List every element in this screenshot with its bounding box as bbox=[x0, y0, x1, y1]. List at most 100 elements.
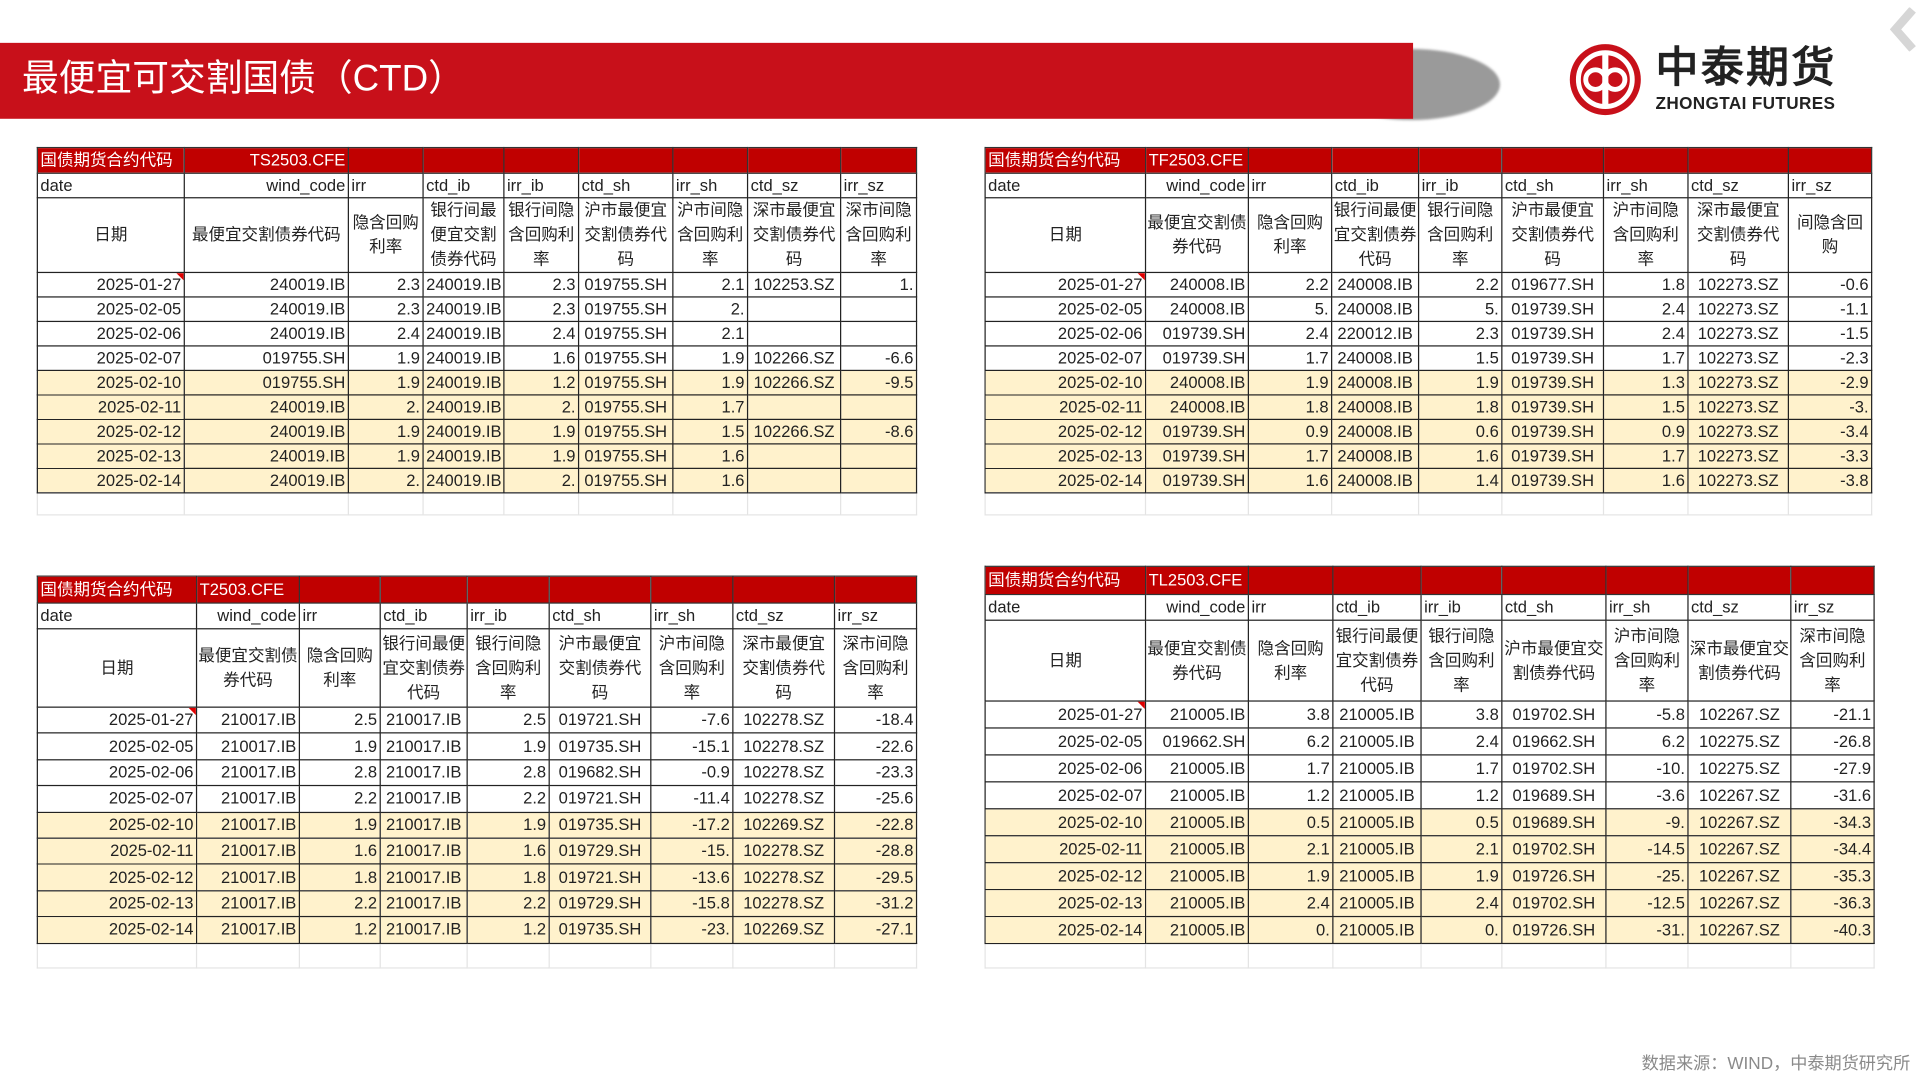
empty-cell bbox=[672, 492, 749, 516]
irr-cell: 2.1 bbox=[1420, 835, 1503, 864]
cell-value: 210005.IB bbox=[1339, 731, 1415, 751]
irr-cell: -26.8 bbox=[1790, 727, 1875, 756]
cell-value: -5.8 bbox=[1656, 704, 1685, 724]
cell-value: 102266.SZ bbox=[753, 348, 835, 367]
bond-code-cell: 102278.SZ bbox=[732, 889, 836, 918]
column-header: 银行间最便宜交割债券代码 bbox=[1332, 619, 1422, 702]
empty-cell bbox=[840, 492, 918, 516]
cell-value: 102267.SZ bbox=[1698, 866, 1780, 885]
irr-cell: 1.9 bbox=[1247, 369, 1333, 396]
cell-value: 019755.SH bbox=[262, 348, 346, 367]
date-cell: 2025-02-06 bbox=[984, 754, 1147, 783]
irr-cell: -15. bbox=[650, 837, 734, 865]
irr-cell: -40.3 bbox=[1790, 915, 1875, 945]
cell-value: 1.8 bbox=[354, 867, 378, 886]
cell-value: 1.8 bbox=[1661, 274, 1685, 294]
bond-code-cell: 240008.IB bbox=[1331, 467, 1420, 494]
column-header: 深市最便宜交割债券代码 bbox=[746, 197, 842, 274]
cell-value: 240008.IB bbox=[1337, 348, 1413, 367]
cell-value: 2.1 bbox=[1475, 839, 1499, 858]
empty-cell bbox=[746, 492, 842, 516]
cell-value: 240019.IB bbox=[426, 397, 502, 416]
comment-marker-icon bbox=[1137, 702, 1145, 709]
column-header: 深市间隐含回购利率 bbox=[1790, 619, 1875, 702]
cell-value: 210017.IB bbox=[385, 736, 462, 755]
irr-cell: 1.6 bbox=[1602, 467, 1689, 494]
bond-code-cell: 102275.SZ bbox=[1687, 754, 1792, 783]
header-cell bbox=[840, 146, 918, 174]
empty-cell bbox=[1501, 942, 1607, 969]
cell-value: 2.3 bbox=[397, 299, 421, 318]
empty-cell bbox=[548, 942, 652, 968]
field-code-cell: ctd_sz bbox=[732, 602, 836, 630]
field-code-cell: irr_sz bbox=[1787, 172, 1873, 199]
cell-value: -40.3 bbox=[1833, 920, 1872, 939]
cell-value: -2.9 bbox=[1840, 372, 1869, 392]
cell-value: 1.9 bbox=[523, 736, 547, 755]
cell-value: 019729.SH bbox=[558, 893, 642, 913]
bond-code-cell: 210017.IB bbox=[195, 811, 301, 839]
bond-code-cell: 019755.SH bbox=[577, 271, 674, 298]
empty-cell bbox=[1602, 492, 1689, 516]
bond-code-cell: 210017.IB bbox=[195, 863, 301, 892]
empty-cell bbox=[1144, 942, 1249, 969]
irr-cell: 2. bbox=[347, 467, 424, 494]
cell-value: 2.8 bbox=[523, 762, 547, 782]
empty-cell bbox=[1332, 942, 1422, 969]
cell-value: 2.4 bbox=[397, 323, 421, 343]
cell-value: 019755.SH bbox=[584, 299, 668, 318]
bond-code-cell: 210005.IB bbox=[1332, 915, 1422, 945]
empty-cell bbox=[650, 942, 734, 968]
irr-cell bbox=[840, 296, 918, 323]
cell-value: 2025-02-07 bbox=[108, 789, 194, 808]
date-cell: 2025-02-14 bbox=[984, 915, 1147, 945]
irr-cell: -3.4 bbox=[1787, 418, 1873, 445]
cell-value: 1.2 bbox=[1306, 785, 1330, 804]
empty-cell bbox=[1144, 492, 1249, 516]
column-header: 银行间隐含回购利率 bbox=[466, 628, 550, 708]
field-code-cell: irr bbox=[1247, 593, 1334, 621]
table-row: 2025-02-06 240019.IB 2.4 240019.IB 2.4 019755… bbox=[36, 320, 918, 347]
bond-code-cell: 240019.IB bbox=[183, 394, 349, 421]
irr-cell: 2.4 bbox=[1247, 888, 1334, 918]
bond-code-cell: 240019.IB bbox=[422, 443, 505, 469]
irr-cell: 1.9 bbox=[347, 443, 424, 469]
irr-cell: -23. bbox=[650, 916, 734, 944]
bond-code-cell: 019726.SH bbox=[1501, 862, 1607, 891]
bond-code-cell: 240019.IB bbox=[422, 418, 505, 445]
cell-value: 019721.SH bbox=[558, 710, 642, 729]
cell-value: 240008.IB bbox=[1337, 446, 1413, 465]
irr-cell: -36.3 bbox=[1790, 888, 1875, 918]
bond-code-cell: 240008.IB bbox=[1331, 271, 1420, 298]
table-row: 2025-02-12 019739.SH 0.9 240008.IB 0.6 019739… bbox=[984, 418, 1873, 445]
bond-code-cell: 210005.IB bbox=[1332, 888, 1422, 918]
field-code-cell: irr_ib bbox=[466, 602, 550, 630]
irr-cell: 0.6 bbox=[1417, 418, 1503, 445]
irr-cell: 1.7 bbox=[1247, 345, 1333, 372]
irr-cell: 2.2 bbox=[466, 889, 550, 918]
table-row: 2025-02-14 210005.IB 0. 210005.IB 0. 019726.S… bbox=[984, 915, 1875, 945]
cell-value: -3. bbox=[1849, 397, 1869, 416]
cell-value: 102275.SZ bbox=[1698, 758, 1780, 777]
irr-cell: 5. bbox=[1417, 296, 1503, 323]
date-cell: 2025-02-10 bbox=[36, 369, 185, 396]
field-code-cell: ctd_sh bbox=[1501, 593, 1607, 621]
field-code-cell: date bbox=[36, 172, 185, 199]
irr-cell: 2.1 bbox=[1247, 835, 1334, 864]
cell-value: 2025-01-27 bbox=[1057, 704, 1143, 724]
header-cell bbox=[1332, 565, 1422, 596]
empty-cell bbox=[36, 942, 198, 968]
cell-value: 5. bbox=[1314, 299, 1329, 318]
cell-value: 2025-01-27 bbox=[96, 274, 182, 294]
cell-value: 240008.IB bbox=[1337, 372, 1413, 392]
cell-value: -9. bbox=[1665, 812, 1685, 831]
column-header: 隐含回购利率 bbox=[1247, 197, 1333, 274]
bond-code-cell: 210017.IB bbox=[379, 889, 468, 918]
irr-cell: 2. bbox=[503, 394, 580, 421]
cell-value: 210005.IB bbox=[1169, 785, 1246, 804]
cell-value: 1.7 bbox=[1306, 758, 1330, 777]
cell-value: 2025-01-27 bbox=[108, 710, 194, 729]
cell-value: -23.3 bbox=[875, 762, 914, 782]
table-row: 2025-02-07 019739.SH 1.7 240008.IB 1.5 019739… bbox=[984, 345, 1873, 372]
cell-value: 1.4 bbox=[1475, 470, 1499, 490]
